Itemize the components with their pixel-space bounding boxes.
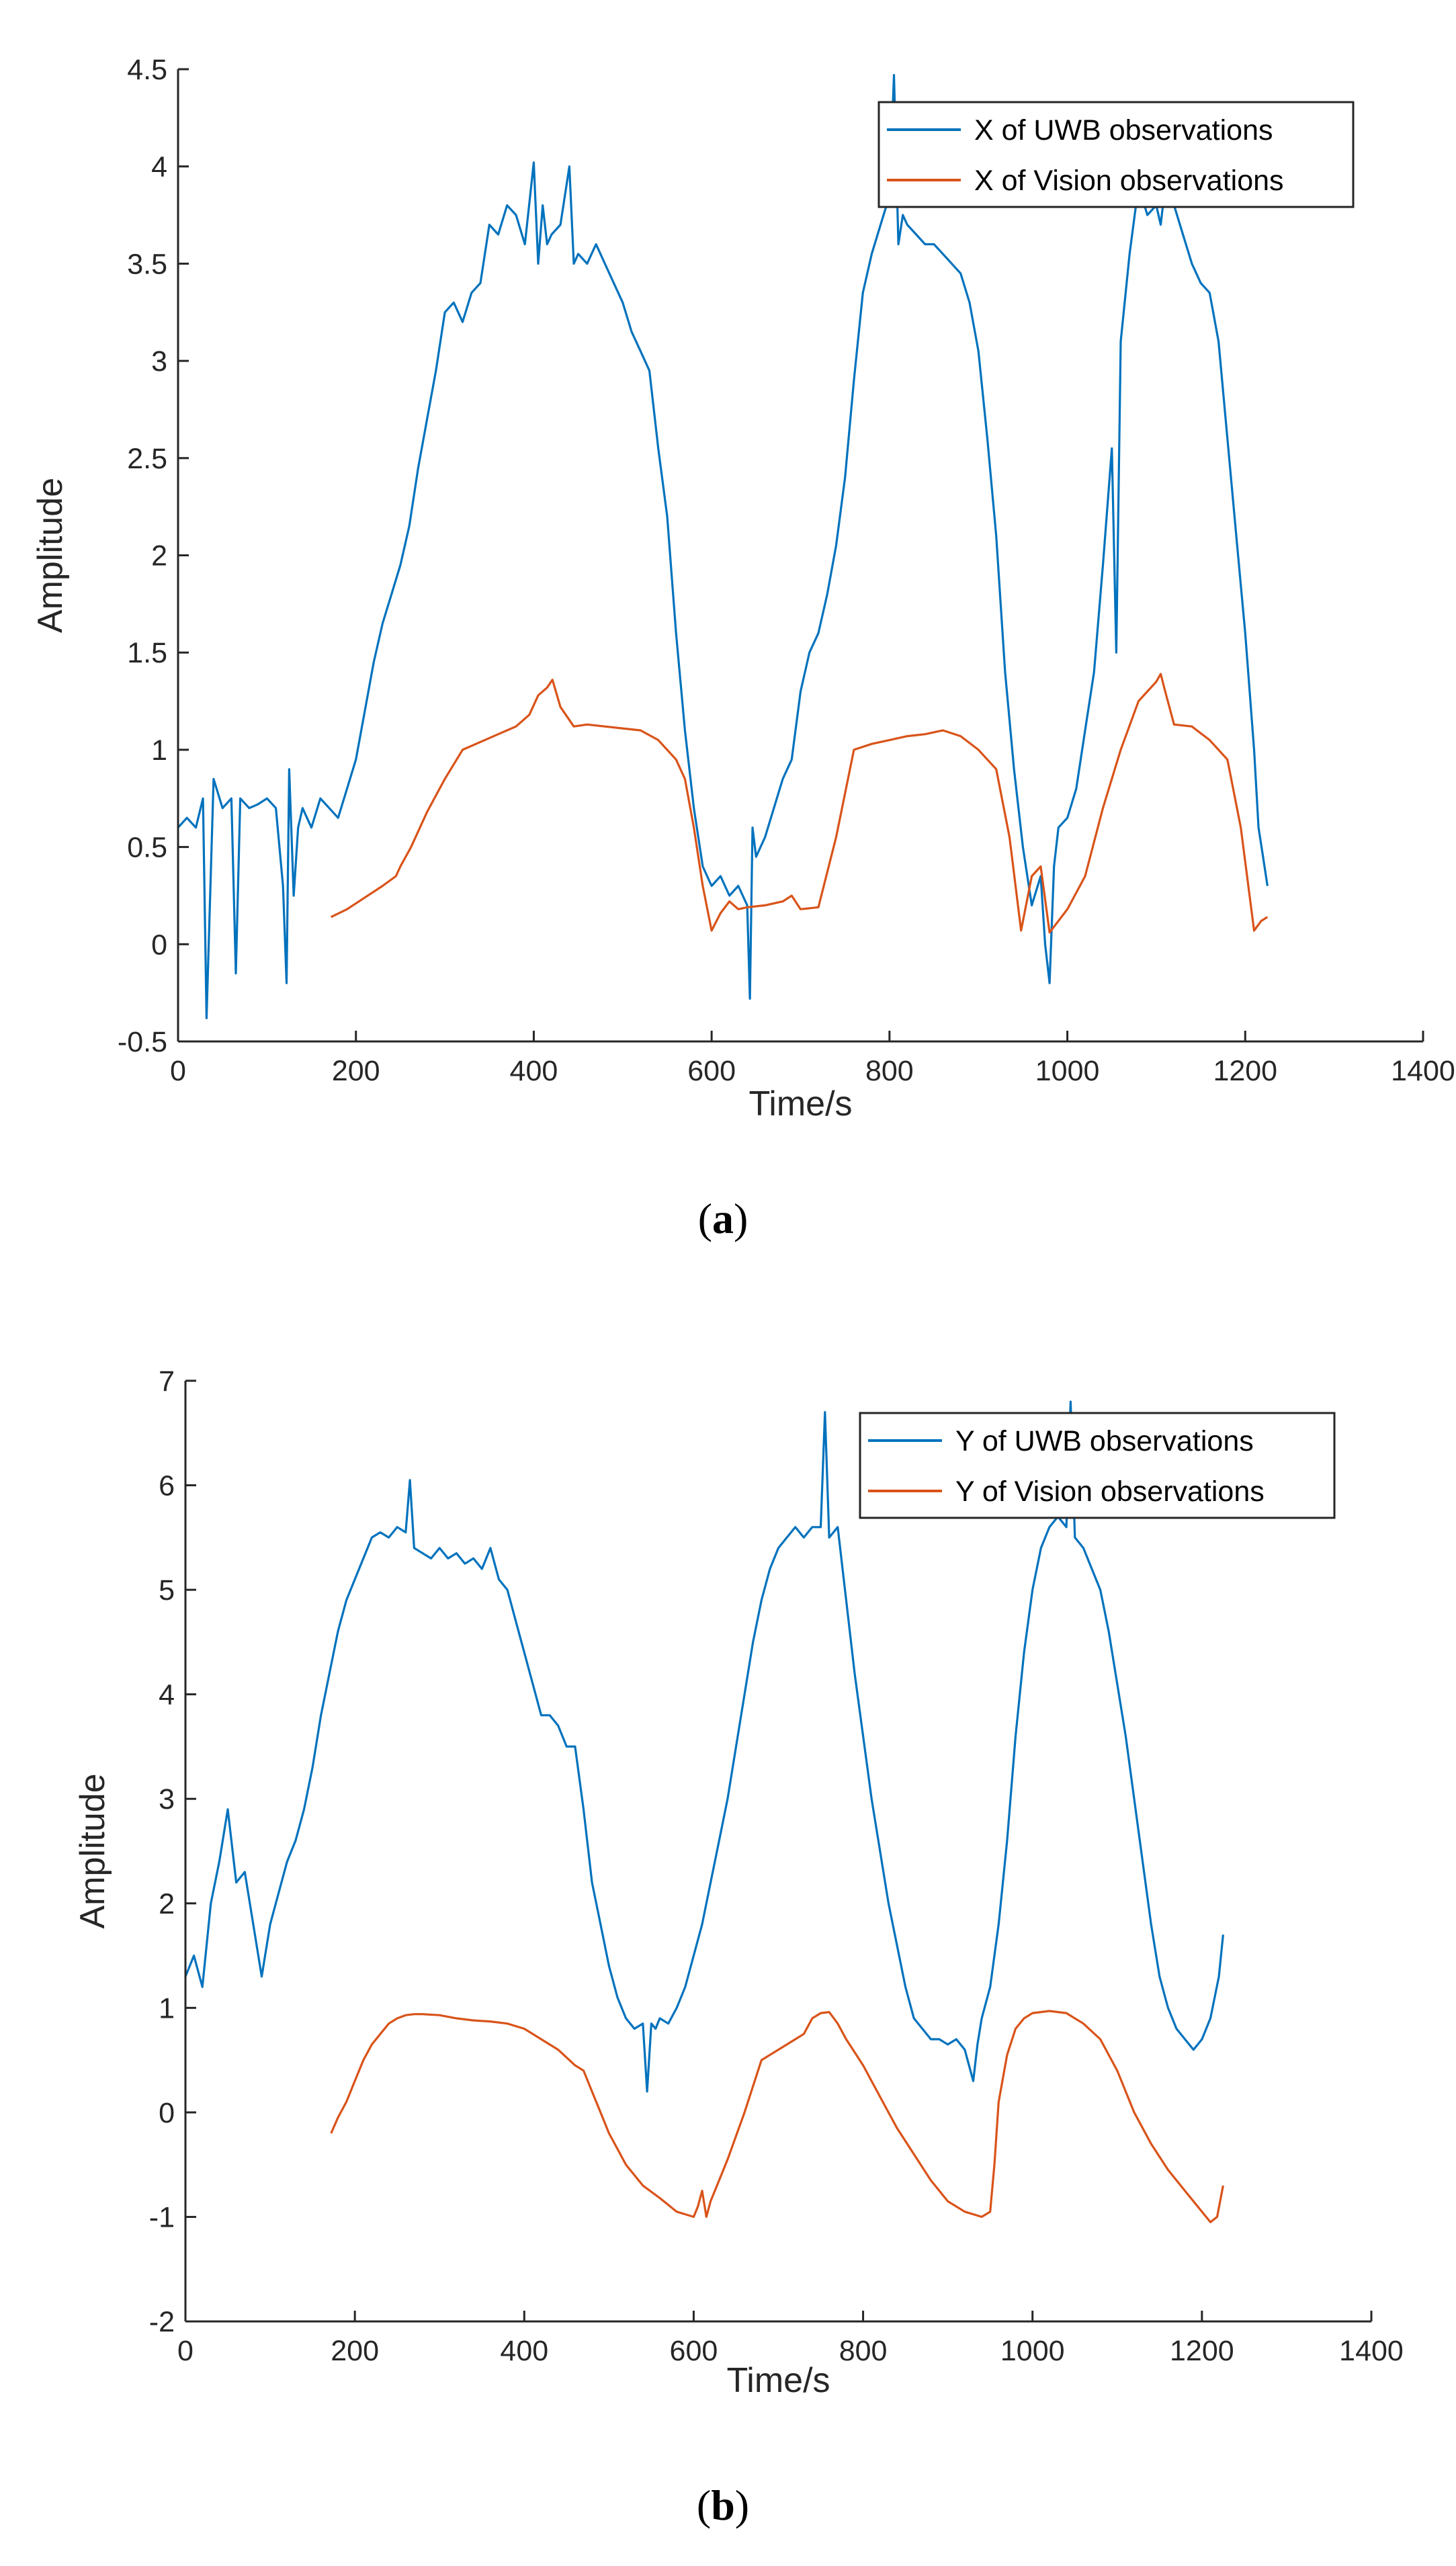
chart-b-y-tick-label: -1 bbox=[149, 2201, 175, 2233]
chart-b-x-tick-label: 1000 bbox=[1000, 2335, 1065, 2367]
chart-b-series-vision-line bbox=[330, 2010, 1224, 2223]
chart-b-x-tick-label: 1200 bbox=[1170, 2335, 1234, 2367]
chart-a-y-tick-label: 0 bbox=[151, 929, 167, 961]
chart-a-y-tick-label: 3.5 bbox=[127, 248, 167, 280]
chart-a-panel-label-close: ) bbox=[734, 1195, 748, 1242]
chart-a-legend-label-vision: X of Vision observations bbox=[974, 165, 1284, 197]
chart-b-x-tick-label: 800 bbox=[839, 2335, 888, 2367]
chart-a-plot-area: 0 200 400 600 800 1000 1200 1400-0.500.511.522.… bbox=[31, 54, 1455, 1123]
chart-a-panel-label: (a) bbox=[698, 1195, 748, 1242]
chart-a-legend[interactable]: X of UWB observations X of Vision observ… bbox=[877, 101, 1355, 208]
chart-a-y-tick-label: 3 bbox=[151, 345, 167, 378]
chart-b-legend[interactable]: Y of UWB observations Y of Vision observ… bbox=[859, 1412, 1336, 1519]
chart-b-y-axis-label: Amplitude bbox=[73, 1773, 112, 1928]
chart-a-x-tick-label: 1200 bbox=[1213, 1055, 1277, 1087]
chart-a-x-tick-label: 1400 bbox=[1391, 1055, 1455, 1087]
chart-b-panel-label-open: ( bbox=[697, 2481, 711, 2529]
chart-a: 0 200 400 600 800 1000 1200 1400-0.500.511.522.… bbox=[31, 54, 1455, 1242]
chart-b-legend-box bbox=[859, 1412, 1336, 1519]
chart-b-panel-label-close: ) bbox=[735, 2481, 749, 2529]
chart-a-y-axis-label: Amplitude bbox=[31, 478, 70, 633]
chart-b-legend-label-uwb: Y of UWB observations bbox=[955, 1425, 1254, 1457]
chart-b-x-axis-label: Time/s bbox=[726, 2361, 830, 2400]
chart-b-legend-label-vision: Y of Vision observations bbox=[955, 1476, 1265, 1508]
chart-a-panel-label-letter: a bbox=[712, 1195, 734, 1242]
chart-b-y-tick-label: 6 bbox=[159, 1470, 175, 1502]
chart-a-x-tick-label: 600 bbox=[687, 1055, 736, 1087]
chart-a-y-tick-label: 4.5 bbox=[127, 54, 167, 86]
chart-a-x-tick-label: 400 bbox=[510, 1055, 558, 1087]
chart-b-x-tick-label: 0 bbox=[177, 2335, 194, 2367]
chart-b-y-tick-label: 1 bbox=[159, 1992, 175, 2024]
chart-a-x-tick-label: 1000 bbox=[1035, 1055, 1100, 1087]
chart-a-y-tick-label: 0.5 bbox=[127, 832, 167, 864]
chart-b-y-tick-label: 0 bbox=[159, 2097, 175, 2129]
chart-b-panel-label: (b) bbox=[697, 2481, 749, 2529]
chart-b-plot-area: 0 200 400 600 800 1000 1200 1400 -2 -1 0 1 2 3 4 5 6 7 Tim… bbox=[73, 1365, 1404, 2400]
chart-a-legend-label-uwb: X of UWB observations bbox=[974, 114, 1273, 146]
chart-b-y-tick-label: 3 bbox=[159, 1783, 175, 1815]
chart-b-y-tick-label: 4 bbox=[159, 1679, 175, 1711]
chart-a-x-tick-label: 0 bbox=[170, 1055, 186, 1087]
chart-a-y-tick-label: 1 bbox=[151, 734, 167, 767]
chart-b: 0 200 400 600 800 1000 1200 1400 -2 -1 0 1 2 3 4 5 6 7 Tim… bbox=[73, 1365, 1404, 2529]
chart-b-x-tick-label: 600 bbox=[670, 2335, 718, 2367]
chart-a-y-tick-label: 4 bbox=[151, 151, 167, 183]
chart-b-series-uwb-line bbox=[184, 1400, 1224, 2093]
chart-a-y-tick-label: 1.5 bbox=[127, 637, 167, 669]
chart-b-x-tick-label: 400 bbox=[500, 2335, 548, 2367]
chart-a-y-tick-label: 2 bbox=[151, 540, 167, 572]
chart-b-y-tick-label: 5 bbox=[159, 1574, 175, 1607]
chart-a-x-tick-label: 200 bbox=[332, 1055, 380, 1087]
chart-b-x-tick-label: 1400 bbox=[1339, 2335, 1404, 2367]
chart-a-series-vision-line bbox=[330, 673, 1269, 934]
chart-b-y-tick-label: 2 bbox=[159, 1888, 175, 1920]
chart-a-x-tick-label: 800 bbox=[865, 1055, 914, 1087]
chart-a-y-tick-label: 2.5 bbox=[127, 443, 167, 475]
chart-a-y-tick-label: -0.5 bbox=[118, 1026, 167, 1058]
chart-a-x-axis-label: Time/s bbox=[748, 1084, 852, 1123]
chart-b-y-tick-label: 7 bbox=[159, 1365, 175, 1398]
chart-b-panel-label-letter: b bbox=[711, 2481, 735, 2529]
chart-a-series-uwb-line bbox=[177, 74, 1269, 1019]
chart-a-legend-box bbox=[877, 101, 1355, 208]
chart-b-y-tick-label: -2 bbox=[149, 2306, 175, 2338]
chart-a-panel-label-open: ( bbox=[698, 1195, 712, 1242]
chart-b-x-tick-label: 200 bbox=[331, 2335, 379, 2367]
